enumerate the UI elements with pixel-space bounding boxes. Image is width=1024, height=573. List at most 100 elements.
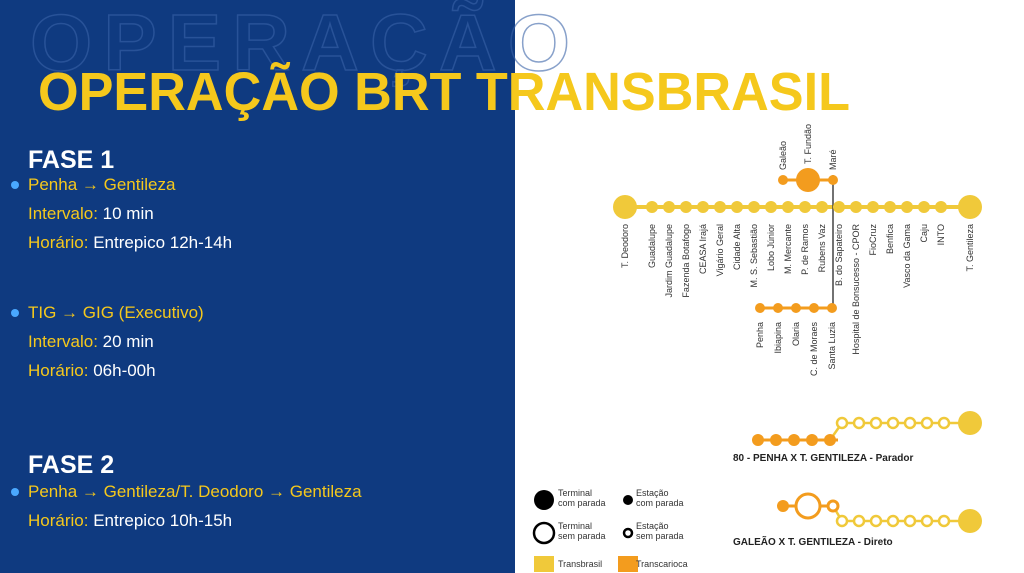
legend-icon bbox=[618, 556, 638, 572]
station-no-stop bbox=[886, 514, 900, 528]
station-label: T. Gentileza bbox=[965, 224, 975, 272]
route: Penha → Gentileza/T. Deodoro → Gentileza bbox=[28, 482, 362, 501]
station-label: C. de Moraes bbox=[809, 322, 819, 377]
station bbox=[809, 303, 819, 313]
route-label: GALEÃO X T. GENTILEZA - Direto bbox=[733, 535, 893, 548]
station-no-stop bbox=[903, 416, 917, 430]
station-label: Jardim Guadalupe bbox=[664, 224, 674, 298]
info-line: Intervalo: 20 min bbox=[28, 332, 154, 351]
station bbox=[773, 303, 783, 313]
legend-label: com parada bbox=[558, 498, 606, 508]
station-label: Maré bbox=[828, 149, 838, 170]
station-no-stop bbox=[835, 416, 849, 430]
station-label: T. Fundão bbox=[803, 124, 813, 164]
station-label: Lobo Júnior bbox=[766, 224, 776, 271]
legend-label: sem parada bbox=[558, 531, 606, 541]
info-label: Horário: bbox=[28, 233, 88, 252]
info-line: Horário: Entrepico 10h-15h bbox=[28, 511, 232, 530]
station bbox=[755, 303, 765, 313]
station-label: M. Mercante bbox=[783, 224, 793, 274]
terminal bbox=[796, 168, 820, 192]
station bbox=[918, 201, 930, 213]
station-label: Vigário Geral bbox=[715, 224, 725, 276]
info-value: Entrepico 10h-15h bbox=[93, 511, 232, 530]
station-label: Ibiapina bbox=[773, 322, 783, 354]
station bbox=[663, 201, 675, 213]
station-label: Cidade Alta bbox=[732, 224, 742, 270]
info-value: Entrepico 12h-14h bbox=[93, 233, 232, 252]
station bbox=[777, 500, 789, 512]
terminal bbox=[958, 195, 982, 219]
station bbox=[714, 201, 726, 213]
legend-icon bbox=[534, 490, 554, 510]
station-label: P. de Ramos bbox=[800, 224, 810, 275]
station bbox=[646, 201, 658, 213]
legend-icon bbox=[622, 527, 634, 539]
station-label: Penha bbox=[755, 322, 765, 348]
station-label: FioCruz bbox=[868, 224, 878, 256]
station-label: Guadalupe bbox=[647, 224, 657, 268]
station-label: Rubens Vaz bbox=[817, 224, 827, 273]
station bbox=[697, 201, 709, 213]
station bbox=[799, 201, 811, 213]
station-no-stop bbox=[886, 416, 900, 430]
station-label: Caju bbox=[919, 224, 929, 243]
station bbox=[778, 175, 788, 185]
station bbox=[782, 201, 794, 213]
station bbox=[765, 201, 777, 213]
station bbox=[884, 201, 896, 213]
info-label: Intervalo: bbox=[28, 204, 98, 223]
station-no-stop bbox=[937, 514, 951, 528]
station bbox=[770, 434, 782, 446]
route: TIG → GIG (Executivo) bbox=[28, 303, 204, 322]
info-label: Horário: bbox=[28, 361, 88, 380]
legend-icon bbox=[623, 495, 633, 505]
station bbox=[827, 303, 837, 313]
legend-icon bbox=[534, 556, 554, 572]
station bbox=[752, 434, 764, 446]
station-no-stop bbox=[826, 499, 840, 513]
info-value: 20 min bbox=[103, 332, 154, 351]
station bbox=[850, 201, 862, 213]
station-label: CEASA Irajá bbox=[698, 224, 708, 274]
station bbox=[867, 201, 879, 213]
station bbox=[824, 434, 836, 446]
station bbox=[816, 201, 828, 213]
terminal bbox=[958, 411, 982, 435]
station-no-stop bbox=[869, 514, 883, 528]
station-label: B. do Sapateiro bbox=[834, 224, 844, 286]
station-label: M. S. Sebastião bbox=[749, 224, 759, 288]
station-no-stop bbox=[835, 514, 849, 528]
bullet bbox=[11, 309, 19, 317]
phase-title: FASE 1 bbox=[28, 146, 114, 174]
station-label: Galeão bbox=[778, 141, 788, 170]
route: Penha → Gentileza bbox=[28, 175, 176, 194]
legend-label: Terminal bbox=[558, 521, 592, 531]
station bbox=[791, 303, 801, 313]
terminal-no-stop bbox=[794, 492, 822, 520]
station-label: Santa Luzia bbox=[827, 322, 837, 370]
legend-label: sem parada bbox=[636, 531, 684, 541]
left-panel bbox=[0, 0, 515, 573]
phase-title: FASE 2 bbox=[28, 451, 114, 479]
station-no-stop bbox=[920, 514, 934, 528]
info-line: Horário: 06h-00h bbox=[28, 361, 156, 380]
station-label: T. Deodoro bbox=[620, 224, 630, 268]
legend-icon bbox=[532, 521, 556, 545]
legend-label: Terminal bbox=[558, 488, 592, 498]
station bbox=[901, 201, 913, 213]
legend-label: Estação bbox=[636, 521, 669, 531]
station-no-stop bbox=[852, 416, 866, 430]
title: OPERAÇÃO BRT TRANSBRASIL bbox=[38, 62, 850, 122]
route-label: 80 - PENHA X T. GENTILEZA - Parador bbox=[733, 453, 914, 464]
station bbox=[680, 201, 692, 213]
info-value: 10 min bbox=[103, 204, 154, 223]
station-label: INTO bbox=[936, 224, 946, 245]
info-line: Intervalo: 10 min bbox=[28, 204, 154, 223]
station-label: Benfica bbox=[885, 224, 895, 254]
legend-label: Transcarioca bbox=[636, 559, 688, 569]
station-no-stop bbox=[937, 416, 951, 430]
station-label: Olaria bbox=[791, 322, 801, 346]
